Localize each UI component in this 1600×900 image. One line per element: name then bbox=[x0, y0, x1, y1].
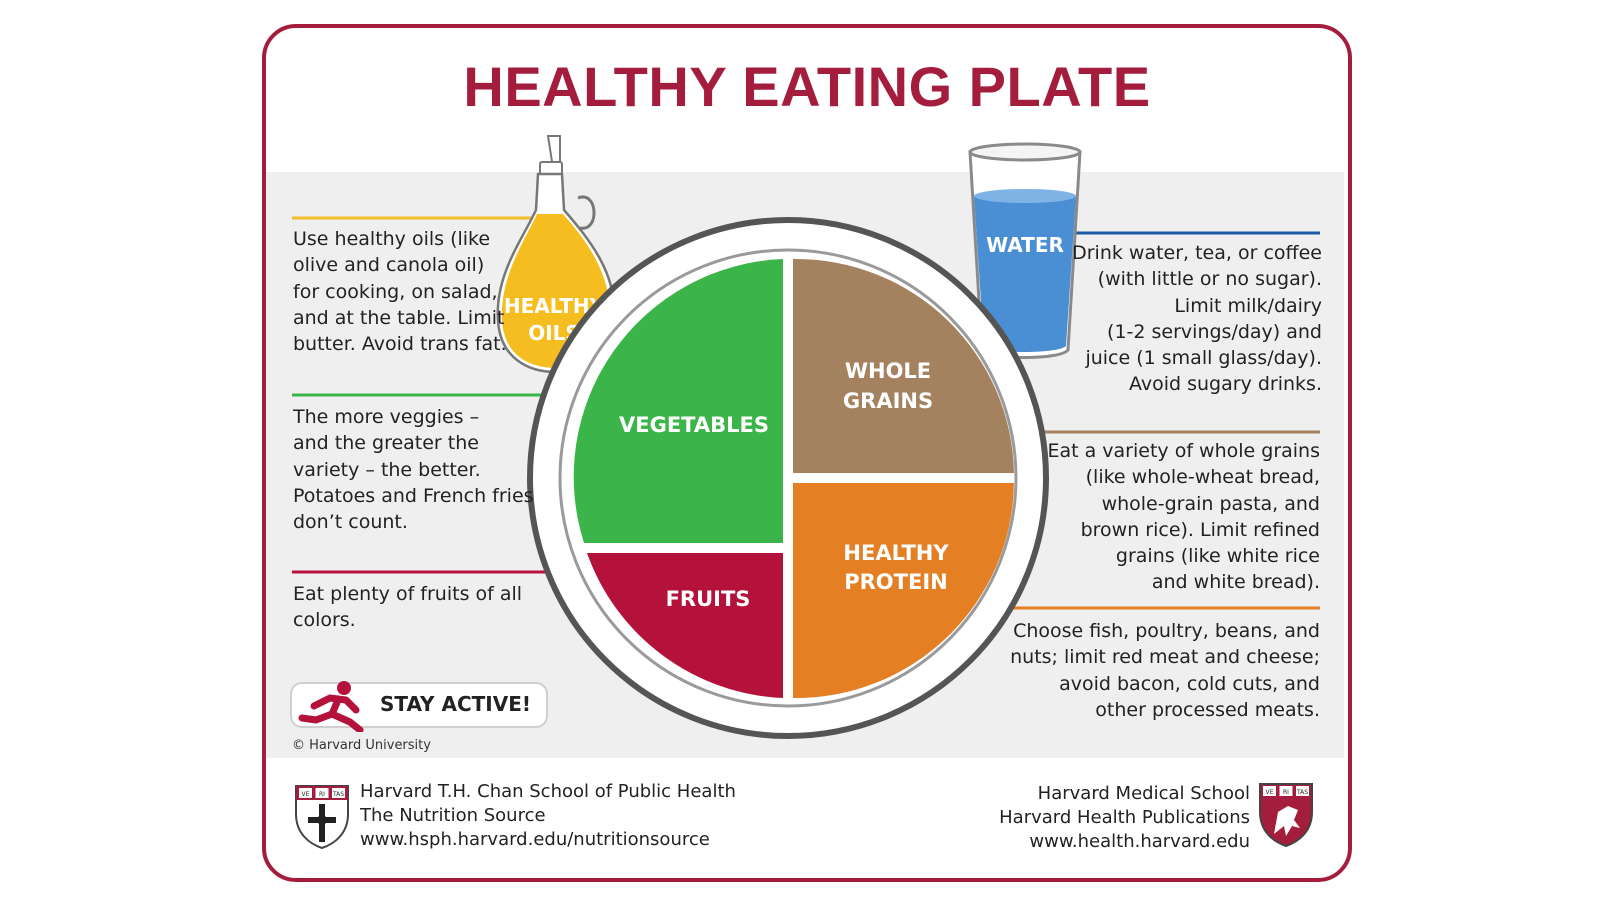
footer-right-line2: Harvard Health Publications bbox=[999, 807, 1250, 828]
vegetables-label: VEGETABLES bbox=[619, 413, 769, 437]
grains-label-line2: GRAINS bbox=[843, 389, 933, 413]
oils-description: Use healthy oils (like olive and canola … bbox=[293, 228, 507, 356]
water-description: Drink water, tea, or coffee (with little… bbox=[1072, 242, 1322, 396]
right-shield-text-3: TAS bbox=[1296, 789, 1308, 796]
fruits-description: Eat plenty of fruits of all colors. bbox=[293, 583, 523, 632]
fruits-label: FRUITS bbox=[666, 587, 751, 611]
grains-description: Eat a variety of whole grains (like whol… bbox=[1047, 440, 1320, 594]
water-glass-icon: WATER bbox=[968, 142, 1082, 359]
vegetables-section bbox=[573, 259, 783, 543]
right-shield-text-2: RI bbox=[1283, 789, 1289, 796]
footer-right-line1: Harvard Medical School bbox=[1037, 783, 1250, 804]
copyright: © Harvard University bbox=[292, 738, 431, 753]
footer-left-line1: Harvard T.H. Chan School of Public Healt… bbox=[360, 781, 736, 802]
left-shield-text-3: TAS bbox=[332, 791, 344, 798]
left-shield-text-2: RI bbox=[319, 791, 325, 798]
vegetables-description: The more veggies – and the greater the v… bbox=[293, 406, 534, 534]
stay-active-label: STAY ACTIVE! bbox=[380, 692, 532, 716]
harvard-chan-shield-icon: VE RI TAS bbox=[295, 785, 349, 850]
plate: VEGETABLES WHOLE GRAINS FRUITS HEALTHY P… bbox=[527, 217, 1049, 739]
grains-section bbox=[793, 258, 1014, 473]
footer-left-text: Harvard T.H. Chan School of Public Healt… bbox=[360, 780, 736, 852]
protein-description: Choose fish, poultry, beans, and nuts; l… bbox=[1010, 620, 1320, 721]
left-shield-text-1: VE bbox=[302, 791, 310, 798]
footer-right-text: Harvard Medical School Harvard Health Pu… bbox=[960, 782, 1250, 854]
footer-right-line3: www.health.harvard.edu bbox=[1029, 831, 1250, 852]
fruits-section bbox=[587, 553, 783, 698]
footer-left-line3: www.hsph.harvard.edu/nutritionsource bbox=[360, 829, 710, 850]
footer-left-line2: The Nutrition Source bbox=[360, 805, 546, 826]
right-shield-text-1: VE bbox=[1266, 789, 1274, 796]
protein-section bbox=[793, 483, 1014, 699]
protein-label-line1: HEALTHY bbox=[843, 541, 949, 565]
grains-label-line1: WHOLE bbox=[845, 359, 931, 383]
stay-active-badge: STAY ACTIVE! bbox=[290, 681, 548, 732]
harvard-medical-shield-icon: VE RI TAS bbox=[1259, 783, 1313, 848]
protein-label-line2: PROTEIN bbox=[844, 570, 947, 594]
page-title: HEALTHY EATING PLATE bbox=[463, 55, 1151, 118]
running-person-icon bbox=[298, 681, 364, 732]
water-label: WATER bbox=[986, 233, 1064, 257]
